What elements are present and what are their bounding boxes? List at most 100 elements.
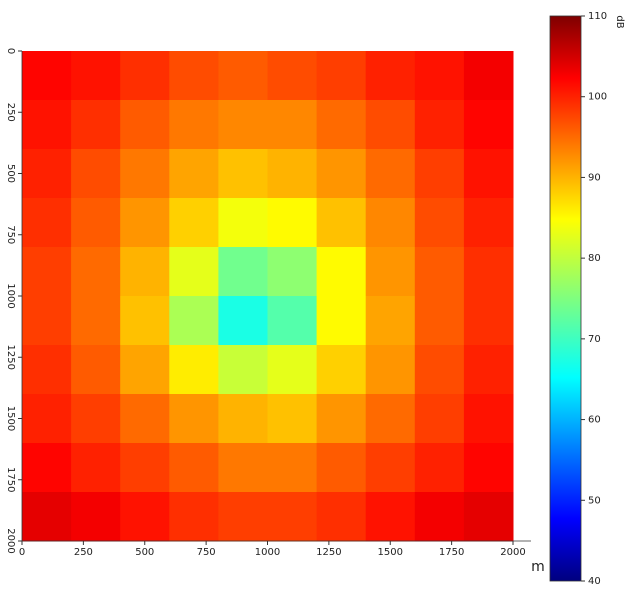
x-tick-label: 750 [197, 547, 216, 558]
x-tick-label: 2000 [500, 547, 525, 558]
x-tick-label: 1750 [439, 547, 464, 558]
colorbar-tick-label: 70 [588, 334, 601, 345]
heat-cell [316, 394, 367, 444]
y-tick-label: 0 [5, 48, 16, 54]
heat-cell [414, 492, 465, 542]
heat-cell [463, 149, 514, 199]
colorbar-tick-label: 100 [588, 92, 607, 103]
heat-cell [316, 345, 367, 395]
y-tick-label: 1000 [5, 283, 16, 308]
heat-cell [267, 492, 318, 542]
heat-cell [218, 100, 268, 150]
y-tick-label: 500 [5, 164, 16, 183]
heat-cell [71, 492, 121, 542]
heat-cell [414, 443, 465, 493]
heat-cell [218, 296, 268, 346]
heat-cell [267, 51, 318, 101]
y-tick-label: 2000 [5, 528, 16, 553]
heat-cell [120, 247, 170, 297]
heat-cell [71, 394, 121, 444]
heat-cell [120, 51, 170, 101]
heat-cell [22, 247, 72, 297]
heat-cell [218, 149, 268, 199]
y-tick-label: 1750 [5, 467, 16, 492]
heat-cell [267, 100, 318, 150]
heat-cell [218, 492, 268, 542]
heat-cell [316, 149, 367, 199]
heat-cell [218, 443, 268, 493]
heat-cell [414, 247, 465, 297]
heat-cell [71, 345, 121, 395]
heat-cell [414, 394, 465, 444]
heat-cell [120, 100, 170, 150]
heat-cell [22, 394, 72, 444]
heat-cell [365, 296, 416, 346]
heat-cell [463, 247, 514, 297]
colorbar-tick-label: 80 [588, 253, 601, 264]
heat-cell [169, 247, 219, 297]
heat-cell [463, 345, 514, 395]
heat-cell [316, 492, 367, 542]
heat-cell [365, 100, 416, 150]
heat-cell [267, 247, 318, 297]
heat-cell [267, 198, 318, 248]
heat-cell [414, 198, 465, 248]
colorbar-label: dB [614, 15, 625, 28]
heat-cell [71, 100, 121, 150]
heat-cell [218, 345, 268, 395]
heat-cell [71, 51, 121, 101]
colorbar-tick-label: 40 [588, 576, 601, 587]
heat-cell [169, 296, 219, 346]
heat-cell [316, 51, 367, 101]
y-tick-label: 1500 [5, 406, 16, 431]
heat-cell [365, 345, 416, 395]
x-tick-label: 1500 [378, 547, 403, 558]
heat-cell [120, 149, 170, 199]
colorbar-tick-label: 50 [588, 495, 601, 506]
colorbar [549, 15, 582, 582]
heat-cell [316, 247, 367, 297]
colorbar-tick-label: 110 [588, 11, 607, 22]
heat-cell [169, 198, 219, 248]
heat-cell [22, 492, 72, 542]
heat-cell [316, 198, 367, 248]
heat-cell [267, 394, 318, 444]
heat-cell [463, 394, 514, 444]
heat-cell [169, 345, 219, 395]
heat-cell [120, 345, 170, 395]
heat-cell [22, 100, 72, 150]
heat-cell [120, 394, 170, 444]
heat-cell [365, 394, 416, 444]
y-tick-label: 250 [5, 103, 16, 122]
heat-cell [414, 149, 465, 199]
heat-cell [267, 149, 318, 199]
heat-cell [218, 394, 268, 444]
heat-cell [267, 345, 318, 395]
heat-cell [414, 100, 465, 150]
heat-cell [120, 492, 170, 542]
heat-cell [120, 443, 170, 493]
heat-cell [463, 443, 514, 493]
heat-cell [22, 443, 72, 493]
heat-cell [463, 100, 514, 150]
x-tick-label: 1000 [255, 547, 280, 558]
y-tick-label: 1250 [5, 345, 16, 370]
heat-cell [463, 492, 514, 542]
heat-cell [218, 51, 268, 101]
heat-cell [71, 443, 121, 493]
heat-cell [169, 492, 219, 542]
heat-cell [463, 198, 514, 248]
heat-cell [267, 296, 318, 346]
heat-cell [71, 247, 121, 297]
heat-cell [169, 443, 219, 493]
x-tick-label: 250 [74, 547, 93, 558]
heat-cell [365, 51, 416, 101]
heat-cell [414, 51, 465, 101]
heat-cell [267, 443, 318, 493]
heat-cell [169, 100, 219, 150]
heat-cell [169, 394, 219, 444]
heat-cell [22, 296, 72, 346]
colorbar-tick-label: 90 [588, 172, 601, 183]
colorbar-tick-label: 60 [588, 415, 601, 426]
heat-cell [120, 198, 170, 248]
